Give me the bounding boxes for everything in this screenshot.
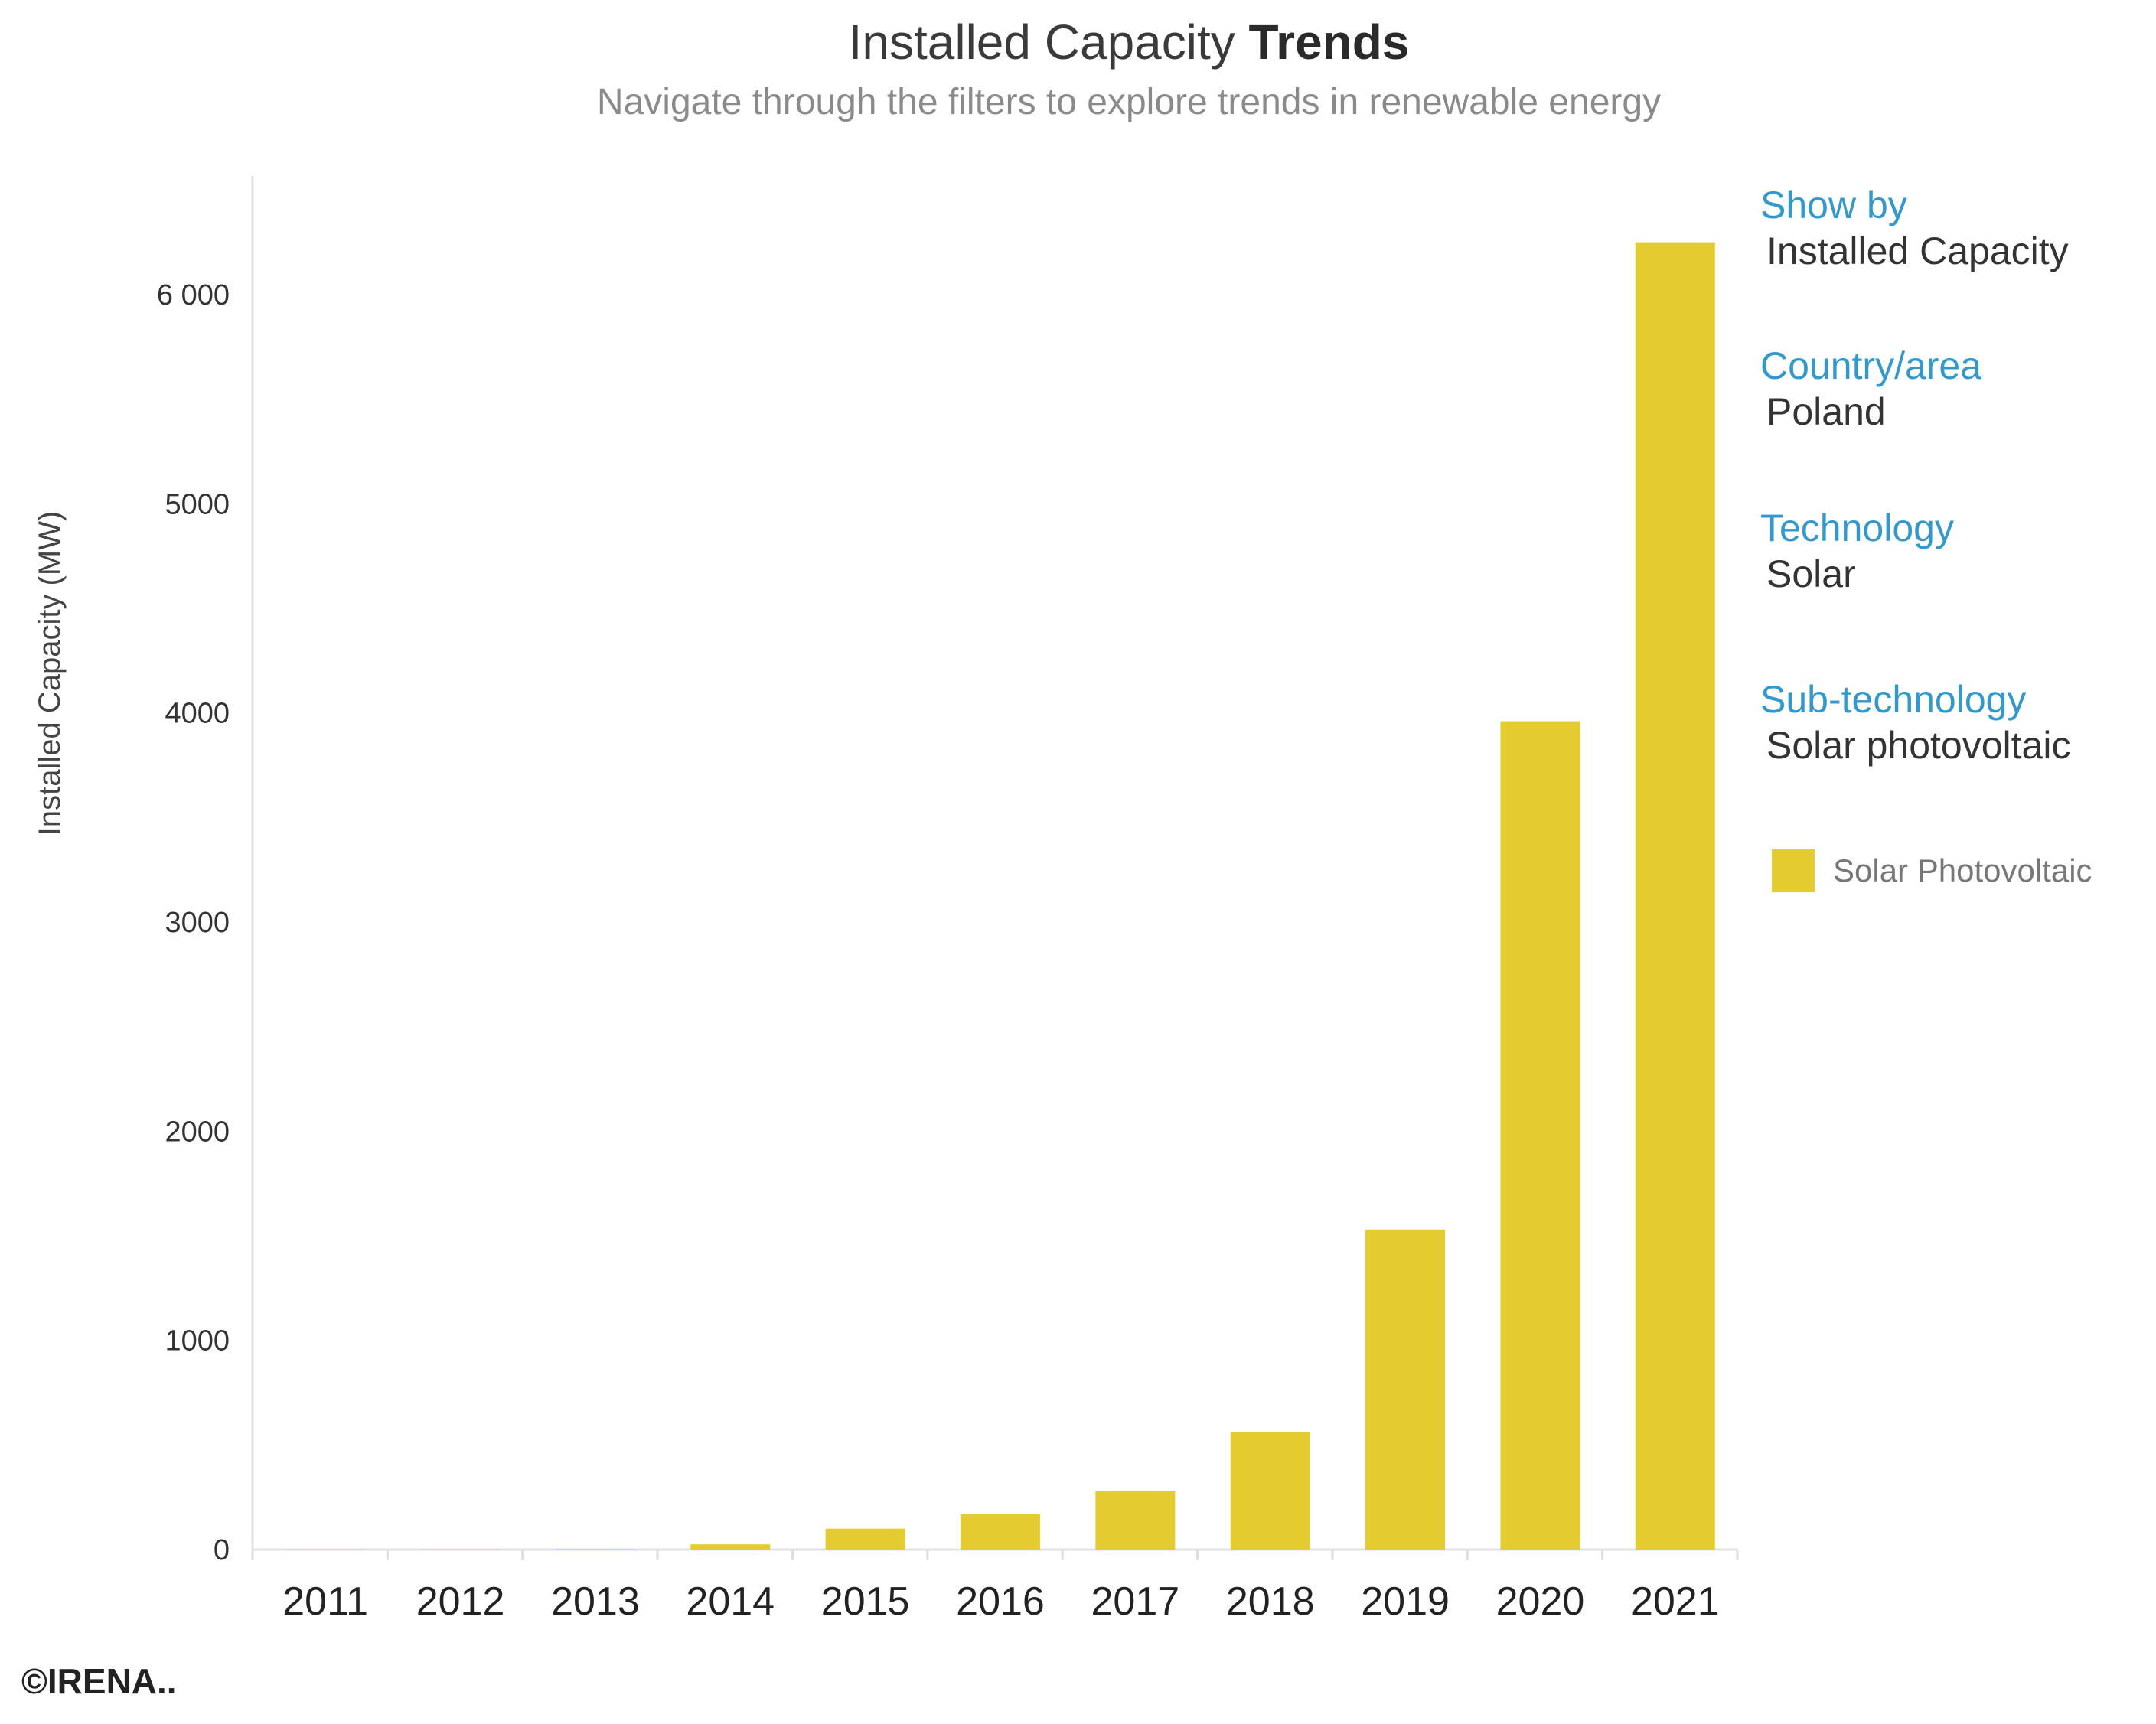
y-tick-label: 6 000 [157, 279, 230, 311]
legend-swatch [1772, 849, 1815, 892]
x-tick-label: 2017 [1091, 1579, 1180, 1624]
filter-sub-technology-label: Sub-technology [1760, 678, 2027, 721]
x-axis-ticks: 2011 2012 2013 2014 2015 2016 2017 2018 2019 2020… [251, 1550, 1739, 1624]
x-tick-label: 2018 [1226, 1579, 1315, 1624]
bar-2016[interactable] [961, 1514, 1040, 1550]
x-tick-label: 2014 [686, 1579, 775, 1624]
x-tick-label: 2012 [416, 1579, 505, 1624]
bar-2019[interactable] [1365, 1229, 1446, 1550]
filter-technology-value[interactable]: Solar [1766, 552, 1856, 595]
filter-show-by[interactable]: Show by Installed Capacity [1760, 182, 2143, 274]
y-tick-label: 3000 [165, 907, 230, 939]
x-tick-label: 2013 [551, 1579, 640, 1624]
filters-panel: Show by Installed Capacity Country/area … [1760, 182, 2143, 837]
x-tick-label: 2016 [956, 1579, 1045, 1624]
bar-2015[interactable] [825, 1528, 905, 1550]
y-tick-label: 2000 [165, 1116, 230, 1148]
filter-country[interactable]: Country/area Poland [1760, 343, 2143, 435]
y-tick-label: 1000 [165, 1325, 230, 1357]
x-tick-label: 2021 [1631, 1579, 1720, 1624]
bar-2021[interactable] [1635, 242, 1715, 1550]
filter-sub-technology[interactable]: Sub-technology Solar photovoltaic [1760, 676, 2143, 768]
chart-title-bold: Trends [1248, 15, 1410, 70]
filter-country-value[interactable]: Poland [1766, 390, 1886, 433]
bar-2014[interactable] [690, 1544, 771, 1550]
y-tick-label: 5000 [165, 488, 230, 520]
filter-country-label: Country/area [1760, 344, 1982, 387]
y-axis-ticks: 0 1000 2000 3000 4000 5000 6 000 [157, 279, 230, 1566]
filter-show-by-value[interactable]: Installed Capacity [1766, 230, 2069, 272]
filter-technology-label: Technology [1760, 507, 1954, 549]
bars-group [285, 242, 1715, 1550]
chart-title: Installed Capacity Trends [0, 14, 2156, 70]
chart-title-regular: Installed Capacity [848, 15, 1249, 70]
bar-2018[interactable] [1230, 1432, 1310, 1550]
filter-technology[interactable]: Technology Solar [1760, 505, 2143, 597]
bar-2013[interactable] [555, 1549, 635, 1550]
y-tick-label: 4000 [165, 698, 230, 730]
filter-sub-technology-value[interactable]: Solar photovoltaic [1766, 724, 2071, 767]
bar-2020[interactable] [1500, 721, 1580, 1550]
x-tick-label: 2011 [282, 1579, 368, 1624]
y-axis-label: Installed Capacity (MW) [33, 511, 67, 836]
x-tick-label: 2019 [1361, 1579, 1450, 1624]
bar-2017[interactable] [1095, 1491, 1176, 1550]
x-tick-label: 2020 [1496, 1579, 1585, 1624]
x-tick-label: 2015 [821, 1579, 910, 1624]
chart-legend[interactable]: Solar Photovoltaic [1772, 849, 2092, 892]
legend-label: Solar Photovoltaic [1833, 852, 2092, 888]
footer-credit: ©IRENA.. [21, 1661, 177, 1701]
filter-show-by-label: Show by [1760, 184, 1907, 226]
y-tick-label: 0 [214, 1534, 230, 1566]
chart-subtitle: Navigate through the filters to explore … [596, 82, 1662, 122]
